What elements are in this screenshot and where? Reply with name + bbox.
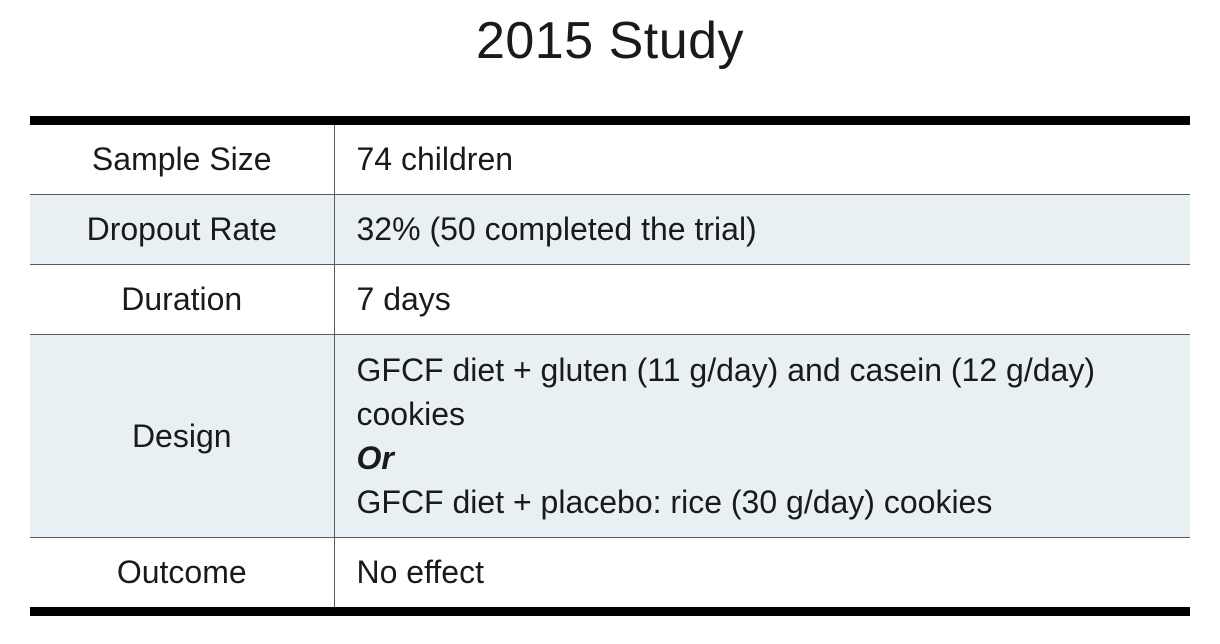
- design-or-separator: Or: [356, 440, 394, 476]
- table-row-outcome: Outcome No effect: [30, 537, 1190, 607]
- table-row-duration: Duration 7 days: [30, 264, 1190, 335]
- page-title: 2015 Study: [475, 12, 745, 70]
- design-line-1: GFCF diet + gluten (11 g/day) and casein…: [356, 352, 1095, 388]
- row-label: Design: [30, 334, 335, 538]
- row-value-design: GFCF diet + gluten (11 g/day) and casein…: [334, 334, 1190, 538]
- table-top-rule: [30, 116, 1190, 125]
- study-details-table: Sample Size 74 children Dropout Rate 32%…: [30, 125, 1190, 607]
- table-row-design: Design GFCF diet + gluten (11 g/day) and…: [30, 334, 1190, 538]
- design-line-2: cookies: [356, 396, 466, 432]
- row-value: No effect: [356, 554, 484, 590]
- row-value: 74 children: [356, 141, 514, 177]
- study-table: Sample Size 74 children Dropout Rate 32%…: [30, 116, 1190, 616]
- table-row-dropout-rate: Dropout Rate 32% (50 completed the trial…: [30, 194, 1190, 265]
- row-value: 7 days: [356, 281, 451, 317]
- row-label: Sample Size: [30, 125, 335, 195]
- row-label: Dropout Rate: [30, 194, 335, 265]
- table-bottom-rule: [30, 607, 1190, 616]
- table-row-sample-size: Sample Size 74 children: [30, 125, 1190, 195]
- row-value: 32% (50 completed the trial): [334, 194, 1190, 265]
- design-line-3: GFCF diet + placebo: rice (30 g/day) coo…: [356, 484, 993, 520]
- row-label: Outcome: [30, 537, 335, 607]
- row-label: Duration: [30, 264, 335, 335]
